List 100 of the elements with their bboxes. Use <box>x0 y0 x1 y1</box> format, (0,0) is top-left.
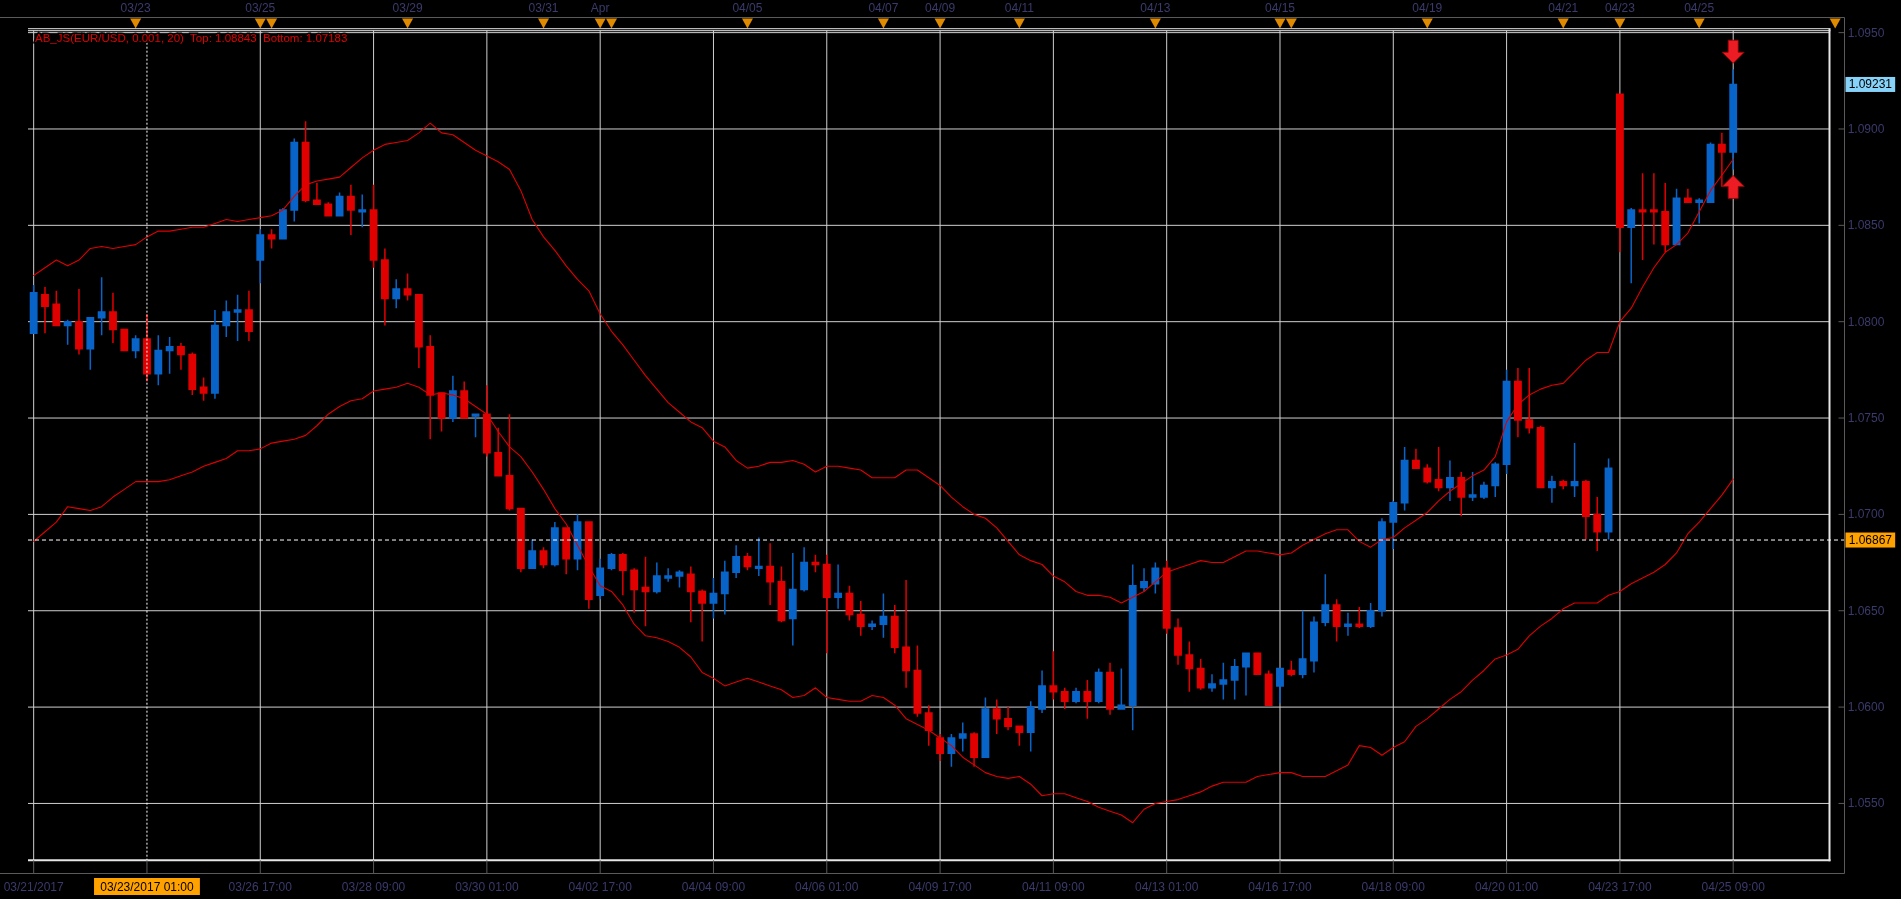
y-tick-label: 1.0700 <box>1847 507 1885 522</box>
x-tick-label: 04/09 17:00 <box>908 880 973 894</box>
category-label: 04/19 <box>1412 1 1443 15</box>
candlestick <box>346 184 355 236</box>
candlestick <box>1174 617 1182 666</box>
candlestick <box>1083 679 1092 720</box>
candlestick <box>1547 475 1556 504</box>
candlestick <box>279 207 287 240</box>
candlestick <box>211 309 219 400</box>
candlestick <box>1695 197 1704 225</box>
category-label: 04/23 <box>1604 1 1636 15</box>
candlestick <box>1253 652 1262 676</box>
candlestick <box>233 293 242 342</box>
x-tick-label: 03/23/2017 01:00 <box>100 880 194 894</box>
ref-line-label: 1.06867 <box>1848 533 1893 548</box>
candlestick <box>324 201 333 217</box>
candlestick <box>86 317 95 371</box>
x-tick-label: 04/04 09:00 <box>681 880 746 894</box>
candlestick <box>245 290 253 342</box>
candlestick <box>75 288 83 356</box>
candlestick <box>1446 459 1454 502</box>
candlestick <box>1480 480 1488 500</box>
candlestick <box>924 704 933 747</box>
chart-title: AB_JS(EUR/USD, 0.001, 20) Top: 1.08843 Bottom: 1.07183 <box>35 32 348 44</box>
candlestick <box>562 527 571 575</box>
candlestick <box>358 193 367 229</box>
y-tick-label: 1.0850 <box>1847 218 1885 233</box>
y-tick-label: 1.0800 <box>1847 314 1885 329</box>
category-label: 04/05 <box>732 1 763 15</box>
candlestick <box>1264 669 1273 706</box>
candlestick <box>1355 606 1364 629</box>
candlestick <box>1514 367 1522 439</box>
candlestick <box>800 546 809 593</box>
candlestick <box>1729 68 1738 171</box>
candlestick <box>1004 706 1012 731</box>
x-tick-label: 03/28 09:00 <box>341 880 406 894</box>
candlestick <box>380 247 389 327</box>
category-label: 04/15 <box>1264 1 1296 15</box>
candlestick <box>596 557 605 600</box>
candlestick <box>1106 662 1114 716</box>
candlestick <box>1638 172 1647 261</box>
candlestick <box>879 592 888 639</box>
candlestick <box>1378 517 1386 618</box>
candlestick <box>1230 658 1239 701</box>
candlestick <box>256 228 265 284</box>
candlestick <box>641 556 650 627</box>
candlestick <box>1026 700 1035 753</box>
x-tick-label: 04/25 09:00 <box>1701 880 1766 894</box>
candlestick <box>199 376 208 402</box>
candlestick <box>584 521 593 610</box>
candlestick <box>1072 687 1080 704</box>
candlestick <box>1661 182 1670 254</box>
category-label: 04/21 <box>1548 1 1579 15</box>
candlestick <box>1412 448 1420 469</box>
x-tick-label: 04/16 17:00 <box>1248 880 1312 894</box>
candlestick <box>1276 667 1284 704</box>
candlestick <box>1208 673 1216 693</box>
y-tick-label: 1.0600 <box>1847 700 1885 715</box>
candlestick <box>550 521 559 568</box>
category-label: 04/11 <box>1004 1 1035 15</box>
candlestick <box>1423 463 1432 485</box>
candlestick <box>698 588 707 643</box>
candlestick <box>335 191 344 217</box>
candlestick <box>732 544 741 579</box>
candlestick <box>754 536 763 577</box>
candlestick <box>1559 478 1568 491</box>
candlestick <box>1298 610 1307 679</box>
candlestick <box>1038 669 1046 714</box>
candlestick <box>29 284 38 334</box>
x-tick-label: 03/30 01:00 <box>455 880 519 894</box>
category-label: 04/07 <box>868 1 899 15</box>
x-tick-label: 04/06 01:00 <box>795 880 859 894</box>
candlestick <box>516 507 525 573</box>
candlestick <box>1310 615 1318 674</box>
category-label: 03/29 <box>392 1 423 15</box>
x-tick-label: 04/13 01:00 <box>1134 880 1199 894</box>
candlestick <box>1570 442 1579 498</box>
x-tick-label: 04/02 17:00 <box>568 880 633 894</box>
category-label: 04/09 <box>925 1 956 15</box>
category-label: Apr <box>590 1 610 15</box>
candlestick <box>154 334 163 387</box>
candlestick <box>913 644 922 718</box>
x-tick-label: 03/21/2017 <box>3 880 65 894</box>
candlestick <box>131 334 140 360</box>
candlestick <box>902 579 911 689</box>
candlestick <box>1389 500 1398 550</box>
candlestick <box>403 272 412 302</box>
candlestick <box>1400 446 1409 512</box>
candlestick <box>890 604 899 654</box>
candlestick <box>958 721 967 753</box>
candlestick <box>392 278 401 309</box>
candlestick <box>313 182 321 205</box>
candlestick <box>494 426 503 477</box>
candlestick <box>267 228 276 250</box>
candlestick <box>120 328 129 352</box>
candlestick <box>1615 93 1624 254</box>
candlestick <box>471 413 480 439</box>
y-tick-label: 1.0900 <box>1847 121 1885 136</box>
candlestick <box>1649 172 1658 246</box>
candlestick <box>675 569 684 589</box>
